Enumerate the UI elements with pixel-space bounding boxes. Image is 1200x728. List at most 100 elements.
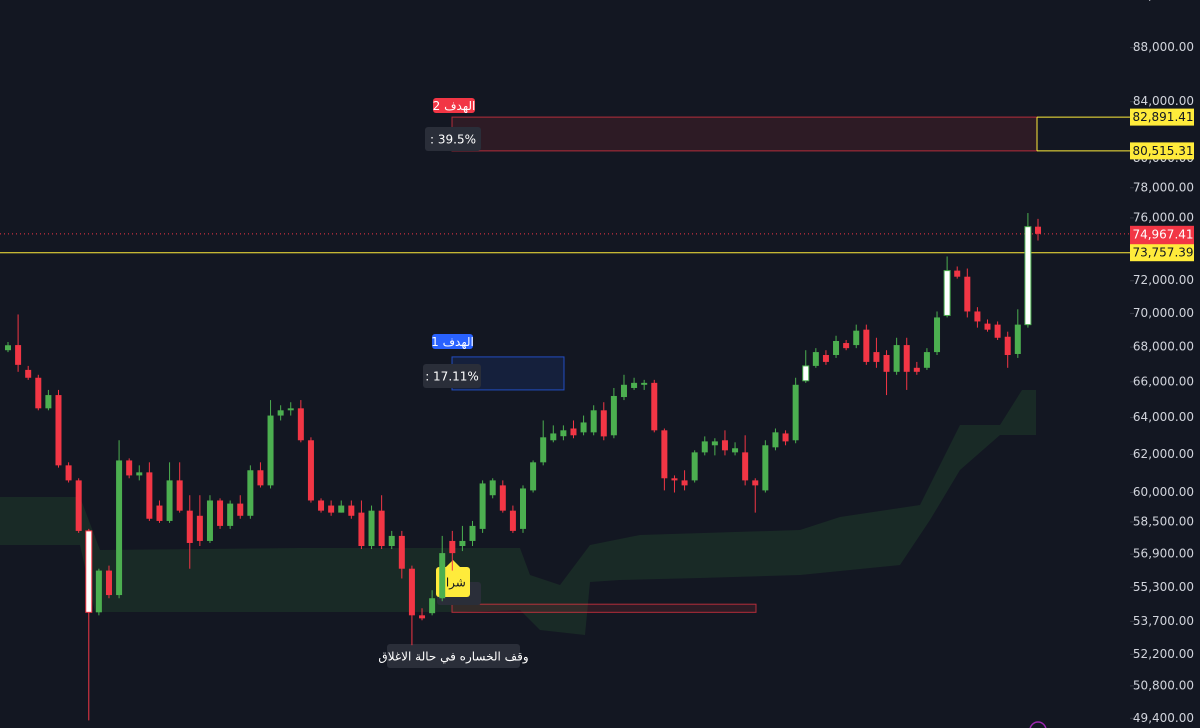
candle-body [257,470,264,486]
candle-body [833,340,840,356]
candle-body [1035,226,1041,234]
candle-body [520,488,526,529]
candle-body [822,355,829,362]
candle-body [45,395,52,409]
candle-body [75,480,82,531]
candle-body [954,270,961,277]
candle-body [217,500,224,526]
candle-body [843,343,850,349]
cloud-area [0,390,1036,635]
candle-body [560,430,567,437]
candle-body [499,485,506,511]
candle-body [247,470,254,516]
candle-body [65,465,72,481]
candle-body [661,430,668,479]
candle-body [55,395,62,466]
candle-body [631,382,638,388]
candle-body [156,505,163,521]
candle-body [610,395,617,436]
y-tick-label: 84,000.00 [1133,94,1194,108]
candle-body [863,329,870,362]
zone-note: : 17.11% [425,370,479,384]
candle-body [469,525,476,541]
buy-label: شراء [440,576,466,591]
candle-body [419,615,426,619]
candle-body [671,478,678,481]
candle-body [893,345,900,372]
candle-body [742,452,749,481]
candle-body [651,382,658,431]
y-tick-label: 49,400.00 [1133,711,1194,725]
candle-body [449,540,456,554]
candle-body [287,408,294,411]
candle-body [5,345,11,351]
candle-body [641,382,648,385]
y-tick-label: 92,000.00 [1133,0,1194,3]
candle-body [984,323,991,330]
zone-label: الهدف 1 [431,335,474,349]
candle-body [35,377,42,409]
candle-body [277,410,284,416]
candle-body [398,535,405,569]
candle-body [903,345,910,372]
zone-note-box [425,127,481,151]
price-label: 80,515.31 [1132,144,1193,158]
candle-body [782,433,789,442]
candle-body [267,415,274,486]
candle-body [964,276,971,312]
candle-body [408,568,415,616]
y-tick-label: 60,000.00 [1133,485,1194,499]
candle-body [429,598,436,614]
candle-body [136,472,143,476]
y-tick-label: 78,000.00 [1133,180,1194,194]
zone-note-box [423,364,481,388]
stop-note: وقف الخساره في حالة الاغلاق [378,650,528,665]
y-tick-label: 64,000.00 [1133,410,1194,424]
price-label: 73,757.39 [1132,246,1193,260]
candle-body [348,505,355,516]
zone [451,603,757,613]
candle-body [913,367,920,372]
zone-label: الهدف 2 [433,99,476,113]
y-tick-label: 58,500.00 [1133,514,1194,528]
candle-body [15,345,22,365]
zone-note: : 39.5% [430,133,476,147]
candle-body [530,462,537,491]
candle-body [378,510,385,546]
stop-note-box [387,644,520,668]
candle-body [105,570,112,596]
candle-body [338,505,345,513]
candle-body [853,330,860,346]
candle-body [540,437,547,463]
candle-body [934,317,941,353]
candle-body [368,510,375,546]
price-label-box [1130,142,1194,160]
candle-body [590,410,597,433]
y-tick-label: 68,000.00 [1133,340,1194,354]
candle-body [721,440,728,451]
y-tick-label: 62,000.00 [1133,447,1194,461]
candle-body [681,480,688,486]
candle-body [1024,226,1032,326]
y-tick-label: 52,200.00 [1133,647,1194,661]
candle-body [227,503,234,526]
price-label: 74,967.41 [1132,227,1193,241]
y-tick-label: 56,900.00 [1133,547,1194,561]
candle-body [25,369,32,378]
candle-body [166,480,173,521]
candle-body [388,535,395,546]
candle-body [489,480,496,496]
candle-body [994,324,1001,338]
candle-body [176,480,183,511]
candle-body [873,352,880,362]
candle-body [762,445,769,491]
zone [451,116,1038,152]
y-tick-label: 70,000.00 [1133,306,1194,320]
y-tick-label: 50,800.00 [1133,678,1194,692]
candle-body [550,433,557,441]
candle-body [792,384,799,441]
candle-body [600,410,607,437]
candle-body [732,448,739,453]
